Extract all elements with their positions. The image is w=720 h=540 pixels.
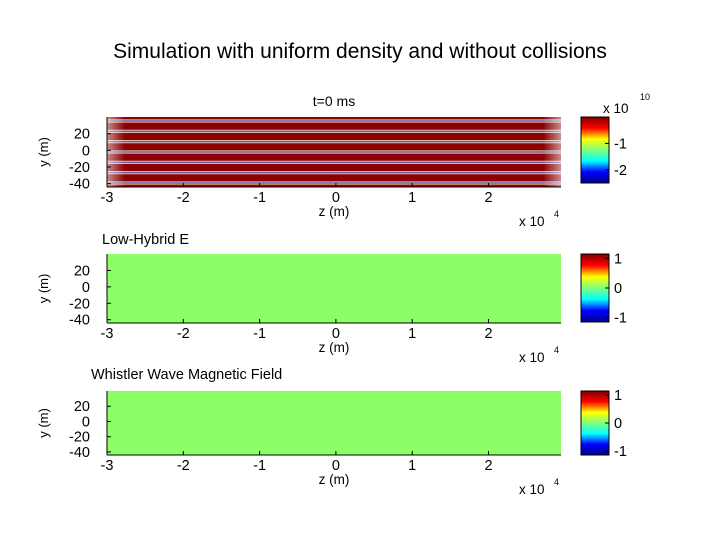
- y-tick-label: -20: [69, 160, 90, 176]
- y-axis-label: y (m): [36, 408, 51, 438]
- colorbar-tick-label: 1: [614, 388, 622, 404]
- y-axis-label: y (m): [36, 274, 51, 304]
- x-tick-label: 0: [332, 458, 340, 474]
- x-axis-label: z (m): [319, 340, 350, 355]
- panel-label-whistler: Whistler Wave Magnetic Field: [89, 367, 285, 383]
- colorbar-exponent-power: 10: [640, 92, 650, 102]
- x-tick-label: -2: [177, 190, 190, 206]
- x-tick-label: -3: [101, 458, 114, 474]
- x-exponent-label: x 10: [519, 350, 545, 365]
- panel-label-low-hybrid: Low-Hybrid E: [100, 232, 192, 248]
- y-tick-label: 20: [74, 263, 90, 279]
- y-tick-label: -40: [69, 445, 90, 461]
- x-tick-label: -1: [253, 458, 266, 474]
- x-tick-label: 0: [332, 326, 340, 342]
- x-tick-label: 2: [484, 458, 492, 474]
- heatmap-field: [107, 254, 561, 323]
- x-exponent-label: x 10: [519, 482, 545, 497]
- colorbar-exponent-label: x 10: [603, 101, 629, 116]
- y-tick-label: -40: [69, 313, 90, 329]
- x-tick-label: -1: [253, 326, 266, 342]
- colorbar-tick-label: -2: [614, 163, 627, 179]
- y-tick-label: 0: [82, 143, 90, 159]
- x-exponent-power: 4: [554, 477, 559, 487]
- y-tick-label: 20: [74, 399, 90, 415]
- x-exponent-power: 4: [554, 345, 559, 355]
- x-exponent-power: 4: [554, 209, 559, 219]
- x-exponent-label: x 10: [519, 214, 545, 229]
- colorbar-tick-label: -1: [614, 311, 627, 327]
- y-tick-label: -20: [69, 430, 90, 446]
- x-tick-label: 1: [408, 190, 416, 206]
- y-tick-label: -40: [69, 177, 90, 193]
- x-tick-label: -2: [177, 326, 190, 342]
- y-tick-label: 0: [82, 280, 90, 296]
- x-tick-label: 2: [484, 326, 492, 342]
- y-tick-label: 0: [82, 414, 90, 430]
- colorbar-tick-label: 1: [614, 251, 622, 267]
- y-tick-label: 20: [74, 127, 90, 143]
- x-axis-label: z (m): [319, 472, 350, 487]
- colorbar-tick-label: -1: [614, 136, 627, 152]
- colorbar-tick-label: -1: [614, 444, 627, 460]
- colorbar: [580, 116, 610, 184]
- x-tick-label: -1: [253, 190, 266, 206]
- x-axis-label: z (m): [319, 204, 350, 219]
- x-tick-label: -3: [101, 190, 114, 206]
- x-tick-label: 1: [408, 458, 416, 474]
- heatmap-edge-effect: [107, 117, 561, 187]
- colorbar: [580, 390, 610, 456]
- x-tick-label: 1: [408, 326, 416, 342]
- chart-title: t=0 ms: [313, 93, 355, 109]
- x-tick-label: -3: [101, 326, 114, 342]
- x-tick-label: -2: [177, 458, 190, 474]
- colorbar: [580, 253, 610, 323]
- slide-title: Simulation with uniform density and with…: [113, 40, 607, 63]
- y-axis-label: y (m): [36, 137, 51, 167]
- x-tick-label: 0: [332, 190, 340, 206]
- colorbar-tick-label: 0: [614, 281, 622, 297]
- colorbar-tick-label: 0: [614, 416, 622, 432]
- heatmap-field: [107, 391, 561, 455]
- y-tick-label: -20: [69, 296, 90, 312]
- x-tick-label: 2: [484, 190, 492, 206]
